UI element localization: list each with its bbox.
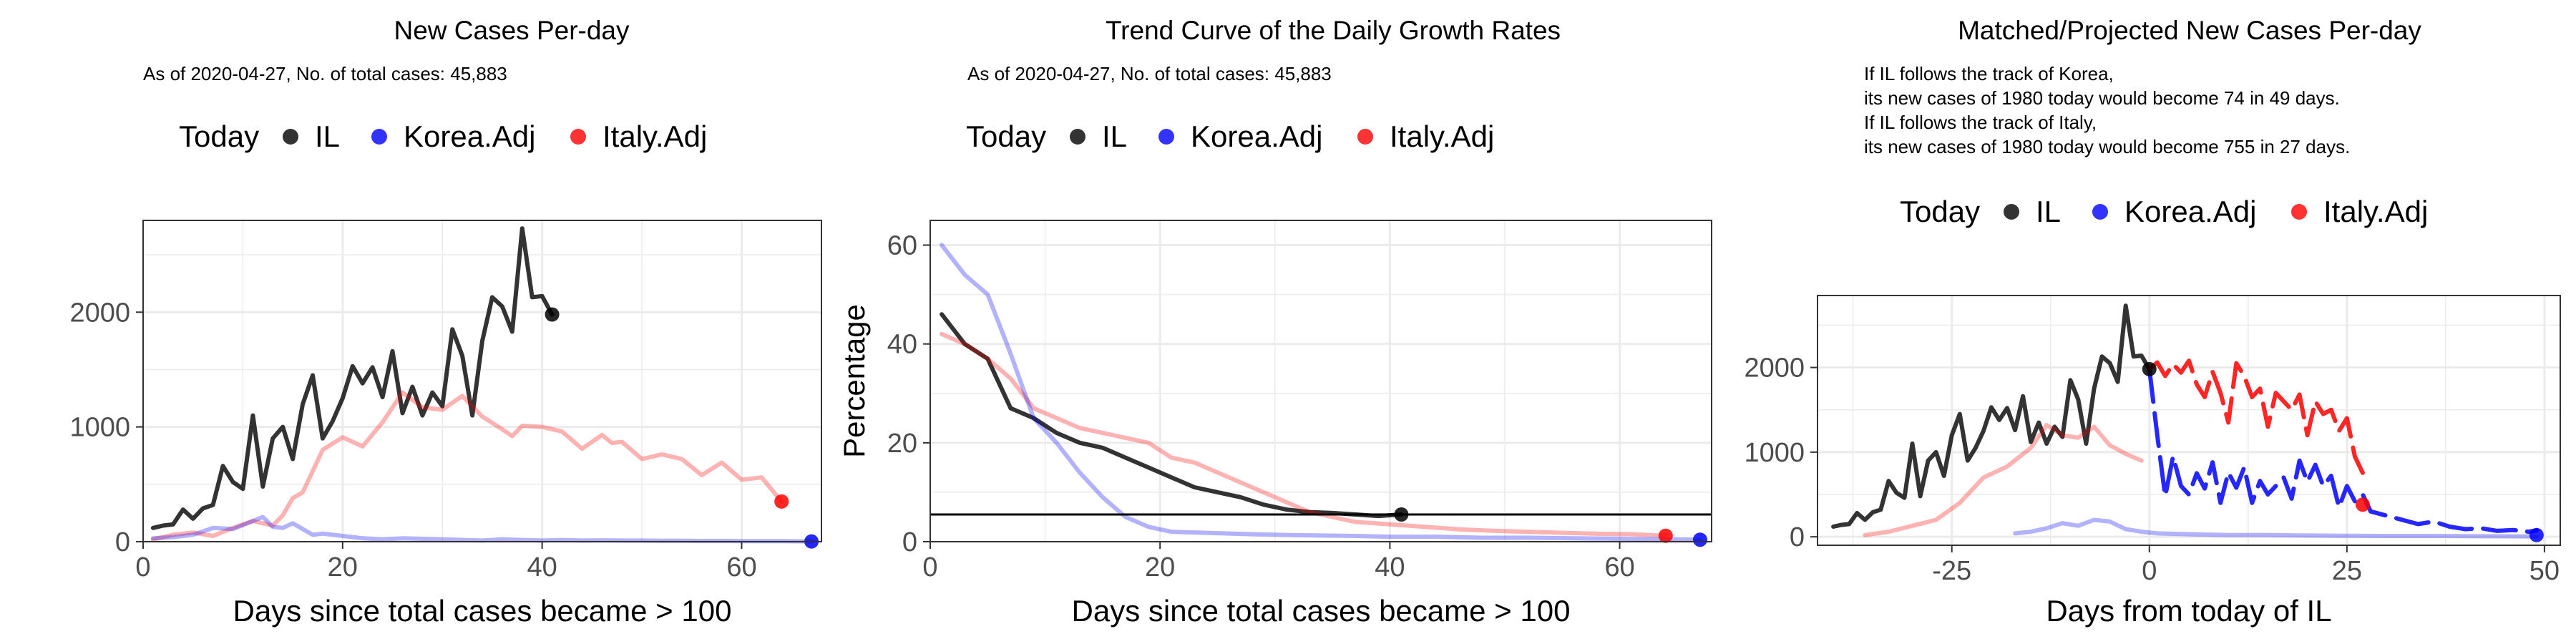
- today-point: [2142, 361, 2157, 376]
- today-point: [1394, 507, 1409, 522]
- series-line-korea-adj: [150, 514, 814, 544]
- chart-legend: Today IL Korea.Adj Italy.Adj: [966, 119, 1494, 153]
- chart-subtitle: As of 2020-04-27, No. of total cases: 45…: [143, 63, 507, 84]
- chart-title: New Cases Per-day: [394, 16, 630, 45]
- y-tick-label: 1000: [1744, 438, 1805, 468]
- today-point: [1692, 532, 1707, 547]
- chart-subtitle-line: If IL follows the track of Italy,: [1864, 112, 2097, 133]
- legend-key-dot: [1357, 129, 1373, 145]
- series-line-italy-adj-matched-: [1863, 423, 2144, 537]
- chart-legend: Today IL Korea.Adj Italy.Adj: [179, 119, 707, 153]
- chart-panel-1: New Cases Per-day As of 2020-04-27, No. o…: [69, 16, 822, 628]
- x-tick-label: 60: [1604, 552, 1634, 582]
- legend-title: Today: [966, 119, 1046, 153]
- today-point: [774, 494, 789, 509]
- chart-panel-3: Matched/Projected New Cases Per-day If IL…: [1744, 16, 2561, 628]
- panel-grid: [1818, 296, 2560, 545]
- series-line-korea-adj: [940, 243, 1702, 542]
- y-tick-label: 2000: [1744, 353, 1805, 384]
- today-point: [545, 307, 560, 322]
- x-tick-label: -25: [1932, 556, 1971, 586]
- chart-subtitle-line: its new cases of 1980 today would become…: [1864, 136, 2350, 157]
- y-tick-label: 60: [887, 231, 917, 261]
- legend-label: Italy.Adj: [602, 119, 707, 153]
- chart-panel-2: Trend Curve of the Daily Growth Rates As …: [837, 16, 1712, 628]
- today-point: [1658, 528, 1673, 543]
- legend-key-dot: [371, 129, 387, 145]
- legend-key-dot: [2291, 204, 2307, 220]
- chart-title: Matched/Projected New Cases Per-day: [1958, 16, 2421, 45]
- x-tick-label: 60: [726, 552, 756, 582]
- panel-border: [142, 220, 822, 542]
- series-line-italy-adj-projected-: [2147, 358, 2365, 475]
- panel-grid: [142, 220, 821, 543]
- chart-subtitle: As of 2020-04-27, No. of total cases: 45…: [967, 63, 1332, 84]
- legend-label: Korea.Adj: [1191, 119, 1322, 153]
- x-tick-label: 40: [1375, 552, 1405, 582]
- legend-label: IL: [1102, 119, 1127, 153]
- x-tick-label: 25: [2332, 556, 2362, 586]
- chart-subtitle-line: its new cases of 1980 today would become…: [1864, 87, 2340, 109]
- legend-label: IL: [2036, 195, 2061, 228]
- legend-key-dot: [283, 129, 298, 145]
- y-tick-label: 0: [1790, 522, 1805, 552]
- legend-label: Korea.Adj: [404, 119, 535, 153]
- chart-legend: Today IL Korea.Adj Italy.Adj: [1900, 195, 2428, 228]
- x-tick-label: 20: [1145, 552, 1175, 582]
- x-tick-label: 0: [922, 552, 937, 582]
- today-point: [2529, 527, 2544, 542]
- series-line-il: [940, 312, 1404, 519]
- y-tick-label: 2000: [69, 298, 130, 328]
- x-tick-label: 40: [527, 552, 557, 582]
- legend-key-dot: [2092, 204, 2108, 220]
- today-point: [2355, 497, 2370, 512]
- legend-label: Korea.Adj: [2124, 195, 2256, 228]
- x-tick-label: 50: [2529, 556, 2560, 586]
- legend-title: Today: [1900, 195, 1980, 228]
- y-axis-label: Percentage: [837, 304, 871, 458]
- series-line-il: [1831, 303, 2152, 529]
- x-axis-label: Days since total cases became > 100: [233, 594, 732, 628]
- panel-grid: [929, 220, 1712, 543]
- legend-key-dot: [1158, 129, 1174, 145]
- y-tick-label: 0: [902, 527, 917, 557]
- series-line-korea-adj-matched-: [2013, 517, 2539, 539]
- legend-key-dot: [570, 129, 586, 145]
- x-tick-label: 0: [2142, 556, 2157, 586]
- panel-border: [1817, 295, 2561, 546]
- y-tick-label: 40: [887, 330, 917, 360]
- legend-label: Italy.Adj: [2323, 195, 2428, 228]
- x-tick-label: 0: [135, 552, 150, 582]
- x-axis-label: Days from today of IL: [2046, 594, 2331, 628]
- series-line-korea-adj-projected-: [2147, 366, 2539, 535]
- legend-label: IL: [315, 119, 340, 153]
- panel-border: [930, 220, 1712, 542]
- x-axis-label: Days since total cases became > 100: [1072, 594, 1571, 628]
- chart-subtitle-line: If IL follows the track of Korea,: [1864, 63, 2114, 84]
- x-tick-label: 20: [328, 552, 358, 582]
- legend-title: Today: [179, 119, 259, 153]
- y-tick-label: 0: [115, 527, 130, 557]
- y-tick-label: 1000: [69, 413, 130, 443]
- chart-title: Trend Curve of the Daily Growth Rates: [1106, 16, 1561, 45]
- legend-key-dot: [2004, 204, 2019, 220]
- y-tick-label: 20: [887, 429, 917, 459]
- series-line-italy-adj: [940, 331, 1668, 538]
- legend-key-dot: [1070, 129, 1085, 145]
- series-line-il: [150, 226, 555, 530]
- legend-label: Italy.Adj: [1390, 119, 1494, 153]
- series-line-italy-adj: [150, 390, 784, 542]
